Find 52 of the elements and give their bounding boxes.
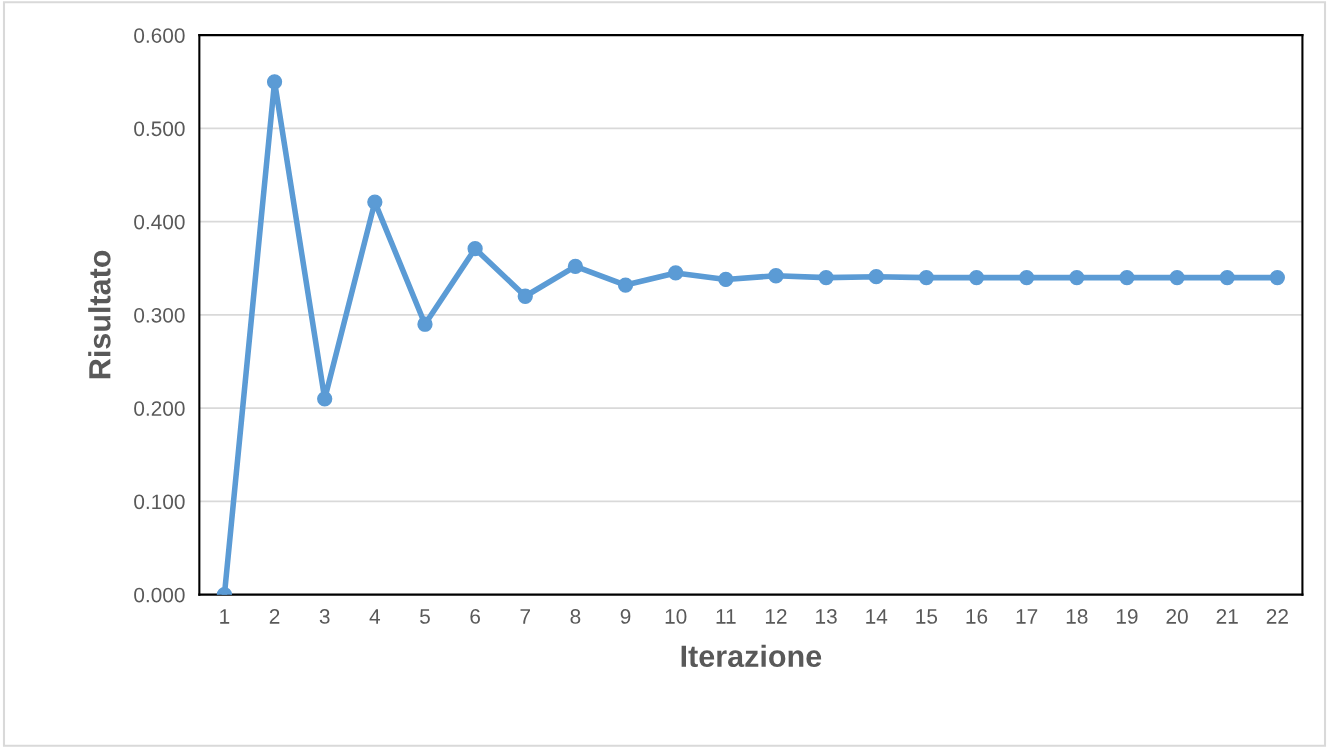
- x-tick-label: 10: [665, 609, 687, 624]
- point: [1269, 269, 1285, 286]
- point: [417, 316, 433, 332]
- x-tick-label: 11: [716, 609, 736, 624]
- point: [868, 269, 884, 285]
- point: [968, 269, 985, 286]
- x-tick-label: 1: [220, 609, 230, 624]
- point: [1069, 269, 1085, 286]
- point: [1019, 269, 1035, 286]
- point: [266, 74, 283, 90]
- x-tick-label: 7: [520, 609, 530, 624]
- x-tick-label: 19: [1116, 609, 1138, 624]
- y-tick-label: 0.300: [134, 307, 185, 323]
- point: [918, 269, 935, 286]
- x-axis-title: Iterazione: [681, 644, 822, 668]
- point: [818, 269, 834, 286]
- x-tick-label: 18: [1066, 609, 1088, 624]
- x-tick-label: 17: [1016, 609, 1038, 624]
- x-tick-label: 14: [866, 609, 888, 624]
- point: [517, 288, 533, 304]
- x-tick-label: 8: [570, 609, 581, 624]
- x-tick-label: 6: [470, 609, 480, 624]
- x-tick-label: 3: [319, 609, 330, 624]
- point: [668, 265, 684, 281]
- y-tick-label: 0.000: [134, 587, 185, 603]
- point: [367, 194, 383, 210]
- y-tick-label: 0.100: [134, 494, 185, 510]
- point: [467, 241, 483, 257]
- point: [768, 268, 784, 284]
- point: [1169, 269, 1185, 286]
- point: [617, 277, 634, 293]
- point: [317, 391, 333, 407]
- x-tick-label: 20: [1166, 609, 1188, 624]
- y-axis-title: Risultato: [88, 250, 111, 379]
- x-tick-label: 15: [916, 609, 938, 624]
- point: [1219, 269, 1235, 286]
- x-tick-label: 2: [269, 609, 280, 624]
- y-tick-label: 0.600: [134, 28, 185, 43]
- x-tick-label: 4: [369, 609, 381, 624]
- y-tick-label: 0.200: [134, 401, 185, 416]
- y-tick-label: 0.500: [134, 121, 185, 137]
- x-tick-label: 5: [420, 609, 430, 624]
- point: [567, 258, 584, 275]
- x-tick-label: 22: [1266, 609, 1288, 624]
- x-tick-label: 12: [765, 609, 787, 624]
- y-tick-label: 0.400: [134, 214, 185, 230]
- x-tick-label: 16: [966, 609, 988, 624]
- x-tick-label: 9: [620, 609, 631, 624]
- point: [718, 271, 734, 288]
- x-tick-label: 13: [816, 609, 837, 624]
- point: [1119, 269, 1135, 286]
- x-tick-label: 21: [1216, 609, 1238, 624]
